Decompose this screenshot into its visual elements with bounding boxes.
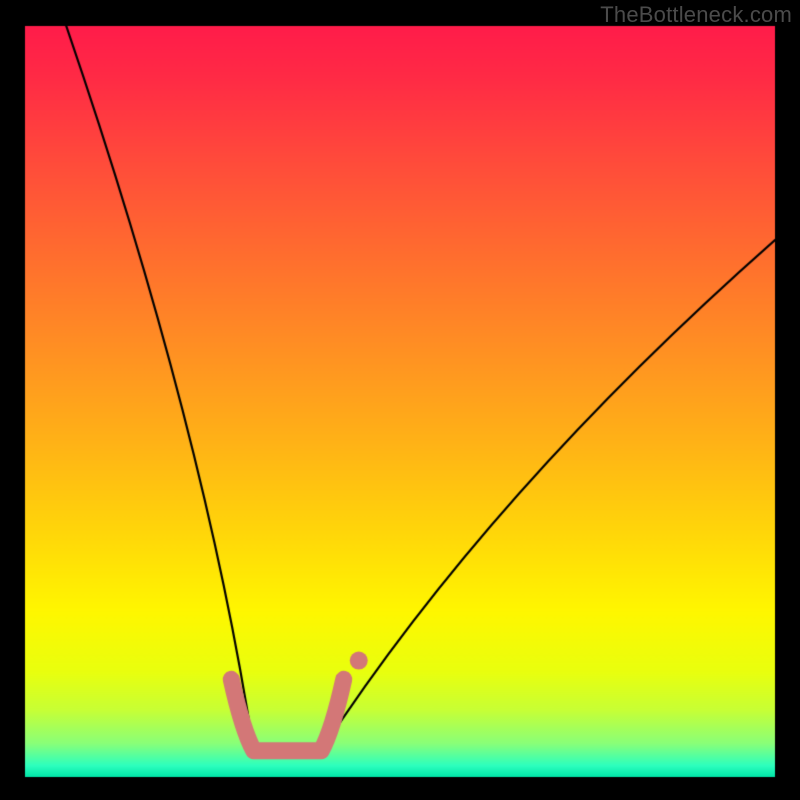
chart-container xyxy=(0,0,800,800)
watermark-text: TheBottleneck.com xyxy=(600,2,792,28)
bottleneck-curve-chart xyxy=(0,0,800,800)
